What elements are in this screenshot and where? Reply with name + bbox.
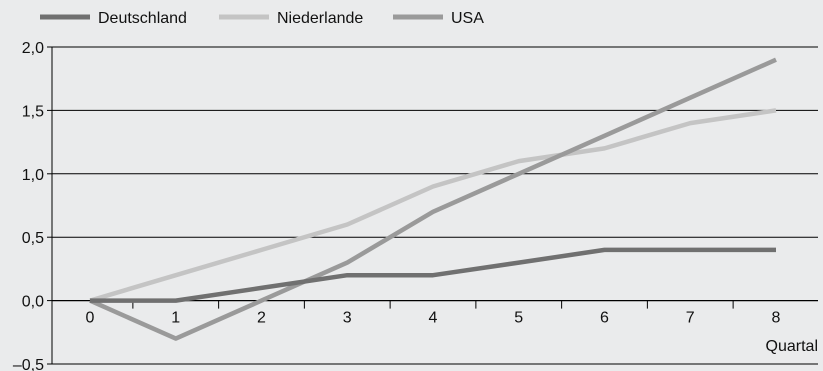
- legend: Deutschland Niederlande USA: [40, 10, 484, 27]
- x-tick-label: 6: [600, 310, 609, 327]
- grid-lines: [52, 46, 818, 365]
- x-tick-label: 2: [257, 310, 266, 327]
- y-tick-label: 0,5: [22, 230, 44, 247]
- y-tick-label: 0,0: [22, 294, 44, 311]
- y-tick-label: 1,5: [22, 103, 44, 120]
- x-tick-label: 7: [686, 310, 695, 327]
- legend-label: Niederlande: [277, 10, 363, 27]
- x-tick-label: 5: [514, 310, 523, 327]
- x-tick-label: 8: [772, 310, 781, 327]
- y-tick-label: –0,5: [13, 357, 44, 371]
- series-line-usa: [89, 57, 777, 341]
- x-tick-label: 0: [86, 310, 95, 327]
- y-axis: –0,5 0,0 0,5 1,0 1,5 2,0: [13, 40, 53, 371]
- y-tick-label: 1,0: [22, 167, 44, 184]
- x-axis: 0 1 2 3 4 5 6 7 8: [52, 300, 818, 327]
- series-line-niederlande: [89, 108, 777, 303]
- legend-label: Deutschland: [98, 10, 187, 27]
- x-tick-label: 1: [171, 310, 180, 327]
- series-line-deutschland: [90, 247, 776, 303]
- x-tick-label: 3: [343, 310, 352, 327]
- legend-label: USA: [451, 10, 484, 27]
- x-axis-label: Quartal: [766, 338, 818, 355]
- x-tick-label: 4: [429, 310, 438, 327]
- y-tick-label: 2,0: [22, 40, 44, 57]
- series-lines: [89, 57, 777, 341]
